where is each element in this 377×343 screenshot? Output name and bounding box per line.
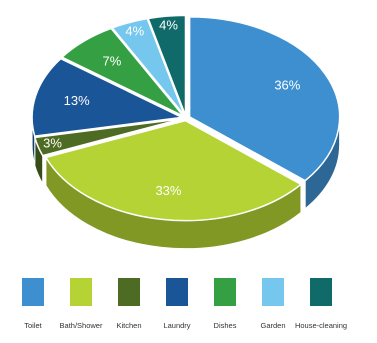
pie-value-labels: 36%33%3%13%7%4% 4% [43, 18, 301, 199]
pie-slice-garden [111, 17, 186, 116]
legend-label-toilet: Toilet [24, 321, 42, 330]
legend: Toilet Bath/Shower Kitchen Laundry Dishes Gar… [22, 278, 347, 330]
pie-slice-laundry [31, 57, 185, 137]
legend-label-garden: Garden [260, 321, 285, 330]
value-label-laundry: 13% [64, 93, 90, 108]
legend-swatch-laundry [166, 278, 188, 306]
pie-slices [31, 14, 341, 250]
legend-label-dishes: Dishes [214, 321, 237, 330]
value-label-garden: 4% [125, 23, 144, 38]
value-label-kitchen: 3% [43, 135, 62, 150]
value-label-dishes: 7% [103, 53, 122, 68]
legend-swatch-kitchen [118, 278, 140, 306]
pie-slice-dishes [60, 27, 184, 117]
legend-swatch-house-cleaning [310, 278, 332, 306]
legend-swatch-dishes [214, 278, 236, 306]
legend-label-house-cleaning: House-cleaning [295, 321, 347, 330]
legend-swatch-bath-shower [70, 278, 92, 306]
value-label-toilet: 36% [274, 78, 300, 93]
legend-label-bath-shower: Bath/Shower [60, 321, 103, 330]
value-label-house-cleaning: 4% [159, 18, 178, 33]
legend-label-kitchen: Kitchen [116, 321, 141, 330]
pie-slice-bath-shower [44, 119, 303, 222]
pie-slice-toilet [188, 16, 341, 182]
legend-label-laundry: Laundry [163, 321, 190, 330]
legend-swatch-toilet [22, 278, 44, 306]
legend-swatch-garden [262, 278, 284, 306]
pie-slice-kitchen [33, 117, 183, 157]
value-label-bath-shower: 33% [155, 183, 181, 198]
pie-slice-house-cleaning [147, 14, 187, 116]
